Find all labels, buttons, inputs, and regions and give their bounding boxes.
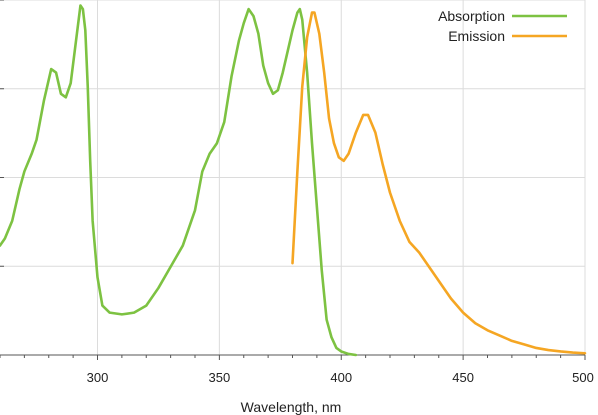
series-line-emission [291,11,587,355]
x-tick-label: 300 [87,370,109,385]
x-tick-label: 500 [572,370,594,385]
x-tick-label: 400 [330,370,352,385]
series-line-absorption [0,4,358,357]
x-tick-label: 350 [209,370,231,385]
x-axis-title: Wavelength, nm [241,399,342,415]
legend-label-emission: Emission [448,28,505,44]
grid [0,0,586,355]
axes: 300 350 400 450 500 [0,0,594,385]
x-tick-label: 450 [452,370,474,385]
legend: Absorption Emission [438,8,567,44]
legend-label-absorption: Absorption [438,8,505,24]
series-layer [0,4,587,357]
